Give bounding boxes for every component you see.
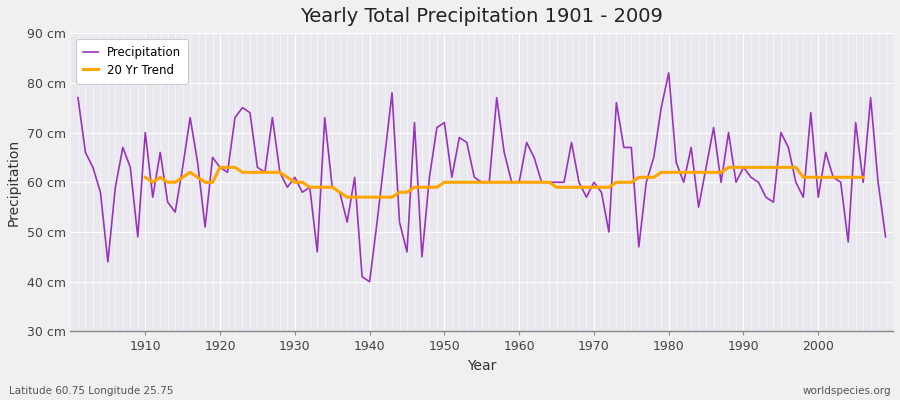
Y-axis label: Precipitation: Precipitation	[7, 139, 21, 226]
Precipitation	[663, 70, 674, 75]
20 Yr Trend	[858, 175, 868, 180]
Precipitation	[611, 100, 622, 105]
20 Yr Trend	[514, 180, 525, 185]
Precipitation	[297, 190, 308, 195]
20 Yr Trend	[566, 185, 577, 190]
20 Yr Trend	[214, 165, 225, 170]
Precipitation	[521, 140, 532, 145]
20 Yr Trend	[334, 190, 345, 195]
Text: worldspecies.org: worldspecies.org	[803, 386, 891, 396]
Precipitation	[880, 234, 891, 239]
Text: Latitude 60.75 Longitude 25.75: Latitude 60.75 Longitude 25.75	[9, 386, 174, 396]
Precipitation	[342, 220, 353, 224]
20 Yr Trend	[162, 180, 173, 185]
Precipitation	[73, 95, 84, 100]
Line: Precipitation: Precipitation	[78, 73, 886, 282]
20 Yr Trend	[193, 175, 203, 180]
X-axis label: Year: Year	[467, 359, 497, 373]
Legend: Precipitation, 20 Yr Trend: Precipitation, 20 Yr Trend	[76, 39, 188, 84]
20 Yr Trend	[140, 175, 150, 180]
20 Yr Trend	[708, 170, 719, 175]
Precipitation	[364, 279, 375, 284]
Precipitation	[132, 234, 143, 239]
Precipitation	[514, 180, 525, 185]
Title: Yearly Total Precipitation 1901 - 2009: Yearly Total Precipitation 1901 - 2009	[301, 7, 663, 26]
Line: 20 Yr Trend: 20 Yr Trend	[145, 167, 863, 197]
20 Yr Trend	[342, 195, 353, 200]
